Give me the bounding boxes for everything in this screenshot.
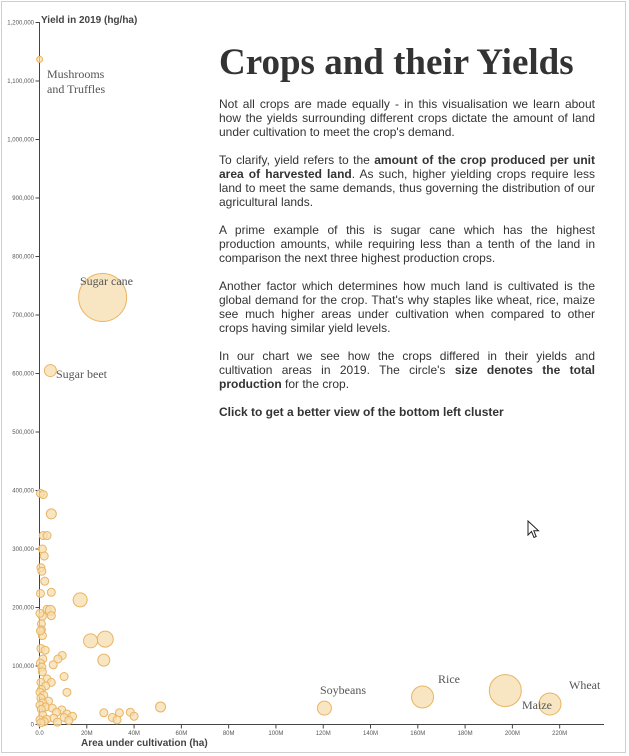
crop-bubble-maize[interactable] <box>488 674 522 708</box>
crop-bubble[interactable] <box>46 611 56 621</box>
crop-bubble[interactable] <box>40 576 50 586</box>
y-tick-label: 800,000 <box>12 255 34 261</box>
crop-bubble[interactable] <box>53 654 63 664</box>
y-tick-label: 1,000,000 <box>7 138 34 144</box>
crop-bubble[interactable] <box>45 508 57 520</box>
crop-bubble[interactable] <box>46 587 56 597</box>
y-tick-label: 700,000 <box>12 313 34 319</box>
p5-emphasis: size denotes the total production <box>219 363 595 391</box>
x-tick-label: 180M <box>458 731 473 737</box>
crop-labels-layer: Mushrooms and Truffles Sugar cane Sugar … <box>47 67 601 712</box>
bubbles-layer[interactable] <box>35 55 562 728</box>
x-tick-label: 80M <box>223 731 235 737</box>
y-tick-label: 900,000 <box>12 196 34 202</box>
crop-bubble-mushrooms-and-truffles[interactable] <box>36 55 44 63</box>
crop-bubble[interactable] <box>37 667 47 677</box>
x-tick-label: 160M <box>410 731 425 737</box>
crop-bubble-rice[interactable] <box>411 685 435 709</box>
x-tick-label: 60M <box>176 731 188 737</box>
x-tick-label: 200M <box>505 731 520 737</box>
x-tick-label: 140M <box>363 731 378 737</box>
crop-bubble[interactable] <box>37 566 47 576</box>
label-maize: Maize <box>522 698 552 712</box>
crop-bubble[interactable] <box>36 718 46 728</box>
label-mushrooms-line2: and Truffles <box>47 82 105 96</box>
y-axis: 0 100,000 200,000 300,000 400,000 500,000 600,… <box>7 21 40 729</box>
crop-bubble[interactable] <box>35 588 45 598</box>
y-tick-label: 1,200,000 <box>7 21 34 27</box>
p5-text-start: In our chart we see how the crops differ… <box>219 349 595 377</box>
paragraph-intro: Not all crops are made equally - in this… <box>219 97 595 139</box>
crop-bubble[interactable] <box>62 687 72 697</box>
crop-bubble[interactable] <box>59 672 69 682</box>
y-tick-label: 1,100,000 <box>7 79 34 85</box>
crop-bubble[interactable] <box>64 715 74 725</box>
crop-bubble[interactable] <box>38 490 48 500</box>
crop-bubble[interactable] <box>48 660 58 670</box>
y-tick-label: 500,000 <box>12 430 34 436</box>
y-tick-label: 200,000 <box>12 606 34 612</box>
p2-text-end: . As such, higher yielding crops require… <box>219 167 595 209</box>
crop-bubble[interactable] <box>96 630 114 648</box>
label-mushrooms: Mushrooms and Truffles <box>47 67 107 96</box>
crop-bubble[interactable] <box>35 626 45 636</box>
y-tick-label: 0 <box>31 723 35 729</box>
crop-bubble[interactable] <box>39 551 49 561</box>
x-tick-label: 100M <box>268 731 283 737</box>
crop-bubble[interactable] <box>52 717 62 727</box>
crop-bubble-wheat[interactable] <box>538 692 562 716</box>
x-axis: 0.0 20M 40M 60M 80M 100M 120M 140M 160M 180M 200M 2… <box>35 724 567 737</box>
info-panel: Crops and their Yields Not all crops are… <box>219 42 595 433</box>
crop-bubble[interactable] <box>42 531 52 541</box>
paragraph-chart-explanation: In our chart we see how the crops differ… <box>219 349 595 391</box>
p2-emphasis: amount of the crop produced per unit are… <box>219 153 595 181</box>
x-tick-label: 20M <box>81 731 93 737</box>
paragraph-demand: Another factor which determines how much… <box>219 279 595 335</box>
crop-bubble[interactable] <box>129 711 139 721</box>
crop-bubble[interactable] <box>97 653 111 667</box>
p5-text-end: for the crop. <box>281 377 350 391</box>
x-tick-label: 0.0 <box>35 731 44 737</box>
paragraph-sugar-cane: A prime example of this is sugar cane wh… <box>219 223 595 265</box>
crop-bubble[interactable] <box>83 633 99 649</box>
crop-bubble-sugar-cane[interactable] <box>78 272 128 322</box>
crop-bubble[interactable] <box>155 701 167 713</box>
label-soybeans: Soybeans <box>320 683 366 697</box>
label-wheat: Wheat <box>569 678 601 692</box>
page-title: Crops and their Yields <box>219 42 574 83</box>
crop-bubble[interactable] <box>35 608 45 618</box>
crop-bubble-soybeans[interactable] <box>316 700 332 716</box>
label-rice: Rice <box>438 672 460 686</box>
zoom-cluster-link[interactable]: Click to get a better view of the bottom… <box>219 405 504 419</box>
y-tick-label: 300,000 <box>12 547 34 553</box>
crop-bubble-sugar-beet[interactable] <box>43 364 57 378</box>
crop-bubble[interactable] <box>99 708 109 718</box>
label-mushrooms-line1: Mushrooms <box>47 67 105 81</box>
y-axis-title: Yield in 2019 (hg/ha) <box>41 15 137 26</box>
crop-bubble[interactable] <box>72 592 88 608</box>
x-tick-label: 120M <box>316 731 331 737</box>
paragraph-yield-definition: To clarify, yield refers to the amount o… <box>219 153 595 209</box>
x-axis-title: Area under cultivation (ha) <box>81 738 208 749</box>
label-sugar-cane: Sugar cane <box>80 274 133 288</box>
y-tick-label: 400,000 <box>12 489 34 495</box>
label-sugar-beet: Sugar beet <box>56 367 108 381</box>
crop-bubble[interactable] <box>40 645 50 655</box>
x-tick-label: 40M <box>128 731 140 737</box>
x-tick-label: 220M <box>552 731 567 737</box>
p2-text-start: To clarify, yield refers to the <box>219 153 375 167</box>
mouse-pointer-icon <box>527 520 540 539</box>
y-tick-label: 100,000 <box>12 664 34 670</box>
y-tick-label: 600,000 <box>12 372 34 378</box>
crop-bubble[interactable] <box>112 715 122 725</box>
